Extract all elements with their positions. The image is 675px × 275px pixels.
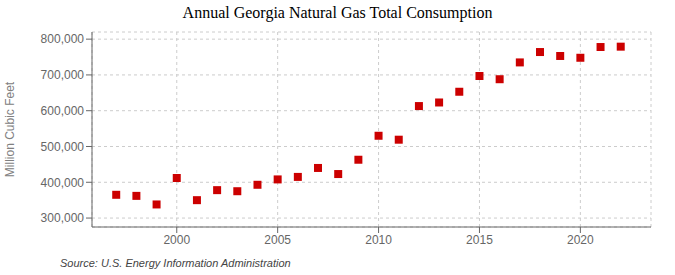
svg-text:300,000: 300,000 [41, 211, 85, 225]
svg-text:2020: 2020 [567, 233, 594, 247]
svg-text:2000: 2000 [163, 233, 190, 247]
svg-text:2005: 2005 [264, 233, 291, 247]
svg-text:400,000: 400,000 [41, 176, 85, 190]
svg-text:700,000: 700,000 [41, 68, 85, 82]
svg-text:500,000: 500,000 [41, 140, 85, 154]
svg-text:Million Cubic Feet: Million Cubic Feet [8, 81, 17, 177]
svg-text:2010: 2010 [365, 233, 392, 247]
svg-text:800,000: 800,000 [41, 32, 85, 46]
html-text:Source: U.S. Energy Informatio: Source: U.S. Energy Information Administ… [60, 257, 291, 269]
svg-text:2015: 2015 [466, 233, 493, 247]
html-text:Annual Georgia Natural Gas Tot: Annual Georgia Natural Gas Total Consump… [182, 4, 493, 21]
svg-text:600,000: 600,000 [41, 104, 85, 118]
